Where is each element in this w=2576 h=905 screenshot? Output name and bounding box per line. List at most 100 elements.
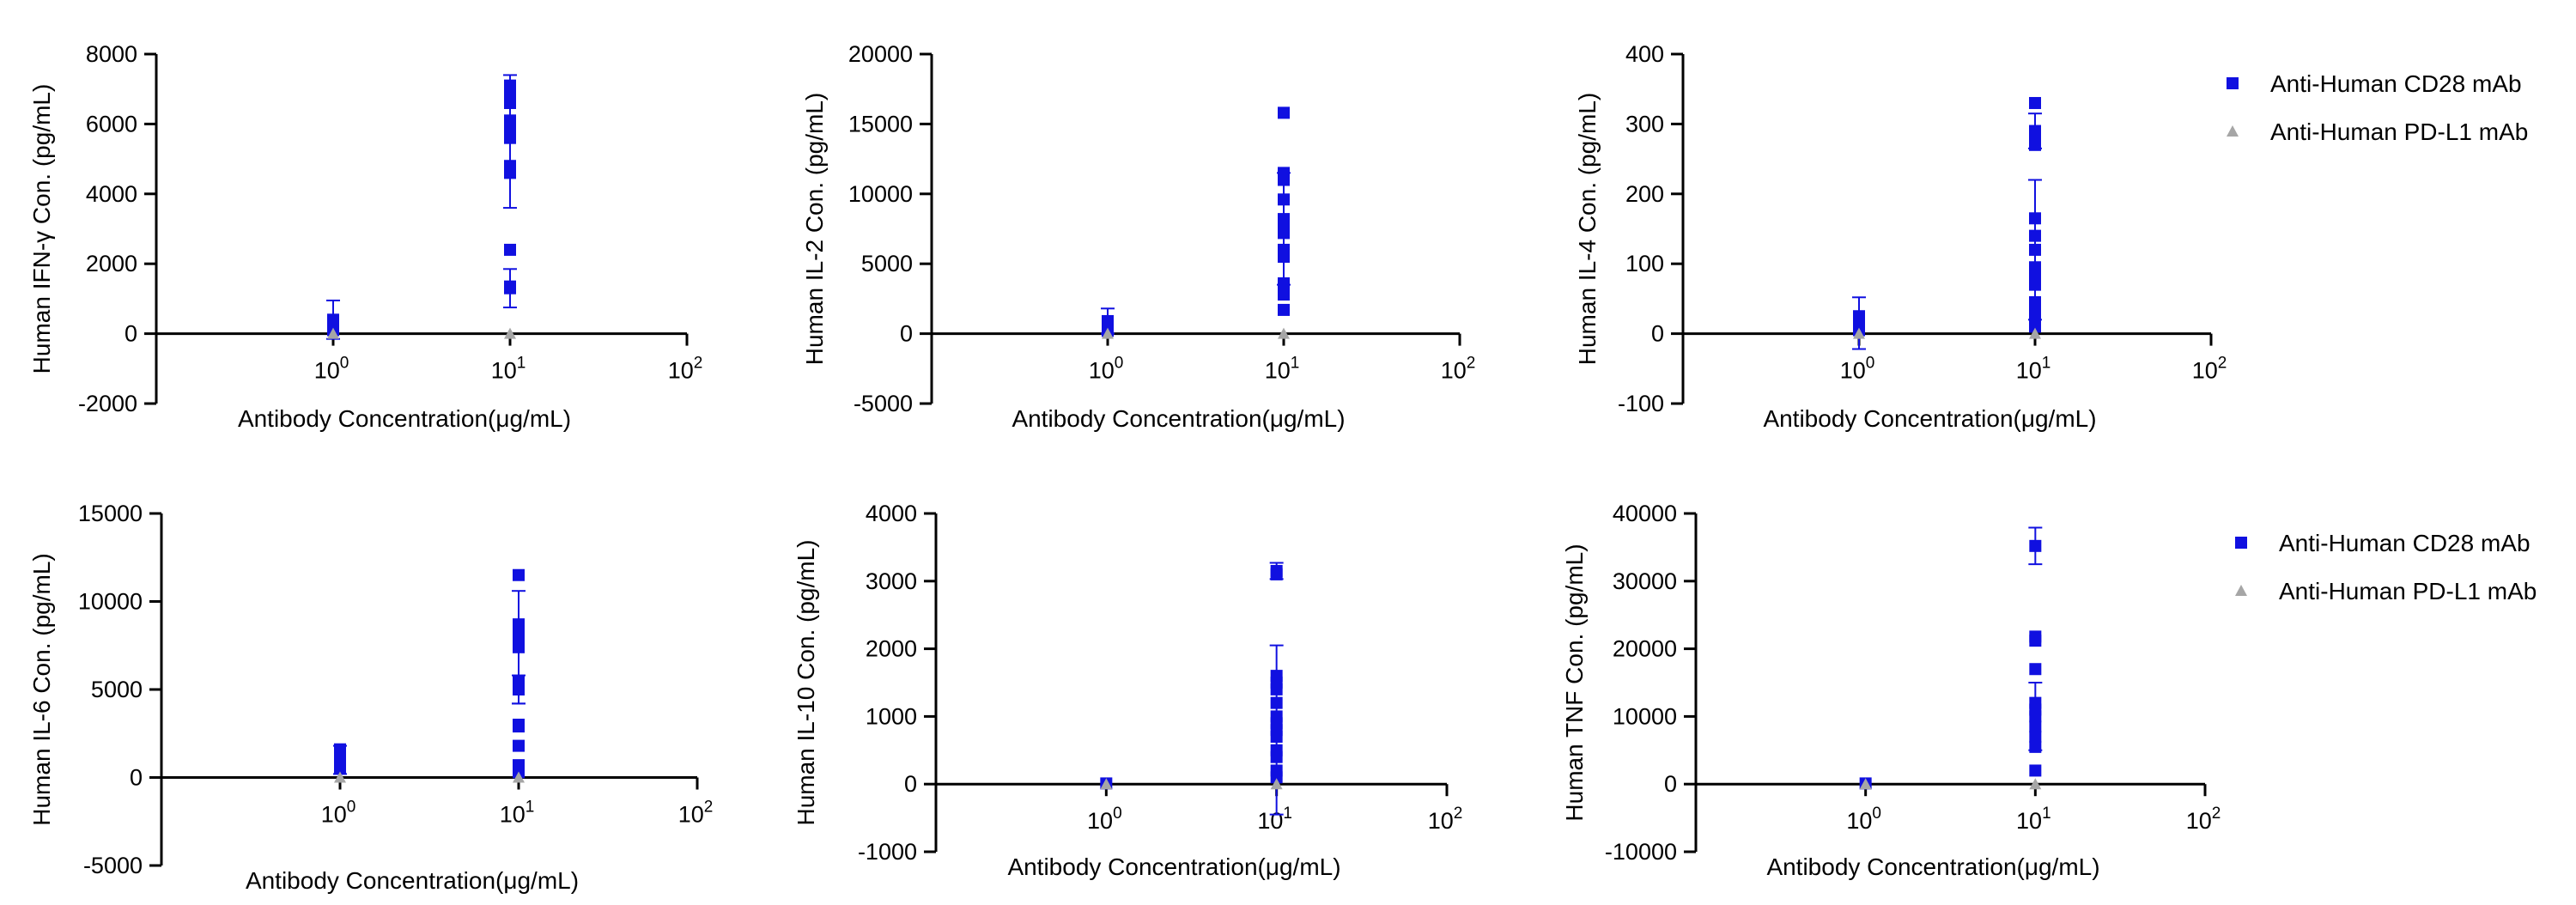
x-axis-label: Antibody Concentration(μg/mL) xyxy=(238,405,571,432)
x-tick-label: 102 xyxy=(1441,355,1476,384)
x-tick-label: 102 xyxy=(2192,355,2227,384)
data-point-cd28 xyxy=(2029,764,2042,777)
data-point-cd28 xyxy=(1270,750,1283,763)
y-tick-label: 5000 xyxy=(91,677,143,702)
legend-2: Anti-Human CD28 mAb Anti-Human PD-L1 mAb xyxy=(2235,530,2537,604)
y-tick-label: 4000 xyxy=(86,181,137,207)
legend-marker-pdl1 xyxy=(2227,125,2239,137)
y-tick-label: 2000 xyxy=(866,636,917,662)
data-point-cd28 xyxy=(2029,720,2042,733)
x-tick-label: 101 xyxy=(491,355,526,384)
y-axis-label: Human IFN-γ Con. (pg/mL) xyxy=(28,84,55,374)
x-axis-label: Antibody Concentration(μg/mL) xyxy=(1007,853,1340,880)
y-tick-label: 10000 xyxy=(78,589,143,615)
data-point-pdl1 xyxy=(2029,327,2041,339)
data-point-cd28 xyxy=(2029,710,2042,723)
legend-marker-cd28 xyxy=(2227,77,2239,89)
x-tick-label: 100 xyxy=(321,799,356,828)
data-point-cd28 xyxy=(2029,663,2042,676)
y-axis-label: Human IL-10 Con. (pg/mL) xyxy=(793,539,819,825)
y-axis-label: Human IL-4 Con. (pg/mL) xyxy=(1574,93,1601,365)
x-tick-label: 100 xyxy=(1087,805,1122,834)
data-point-pdl1 xyxy=(1100,778,1113,790)
legend-label: Anti-Human PD-L1 mAb xyxy=(2270,118,2528,145)
legend-marker-pdl1 xyxy=(2235,585,2247,596)
x-tick-label: 101 xyxy=(500,799,535,828)
x-axis-label: Antibody Concentration(μg/mL) xyxy=(1766,853,2099,880)
x-tick-label: 101 xyxy=(2016,805,2051,834)
x-tick-exponent: 1 xyxy=(2042,805,2051,823)
data-point-cd28 xyxy=(2029,320,2041,333)
data-point-cd28 xyxy=(1270,683,1283,695)
data-point-cd28 xyxy=(2029,96,2041,109)
x-tick-label: 100 xyxy=(1846,805,1881,834)
y-tick-label: 100 xyxy=(1625,251,1664,276)
data-point-cd28 xyxy=(1278,303,1290,316)
data-point-cd28 xyxy=(504,282,516,295)
data-point-cd28 xyxy=(513,683,525,695)
x-tick-label: 101 xyxy=(2016,355,2051,384)
x-tick-exponent: 2 xyxy=(694,355,703,373)
y-tick-label: 8000 xyxy=(86,41,137,67)
y-tick-label: 0 xyxy=(900,321,913,347)
data-point-cd28 xyxy=(334,754,346,766)
data-point-cd28 xyxy=(1278,173,1290,186)
x-tick-exponent: 2 xyxy=(2218,355,2227,373)
data-point-cd28 xyxy=(2029,635,2042,647)
data-point-cd28 xyxy=(2029,303,2041,316)
y-axis-label: Human IL-2 Con. (pg/mL) xyxy=(801,93,828,365)
data-point-cd28 xyxy=(2029,138,2041,151)
x-tick-exponent: 2 xyxy=(704,799,714,817)
data-point-cd28 xyxy=(1278,276,1290,289)
y-tick-label: 30000 xyxy=(1613,568,1677,594)
x-tick-exponent: 0 xyxy=(1115,355,1124,373)
legend-marker-cd28 xyxy=(2235,537,2247,549)
data-point-cd28 xyxy=(513,739,525,752)
data-point-cd28 xyxy=(334,743,346,756)
data-point-cd28 xyxy=(1270,771,1283,784)
legend-1: Anti-Human CD28 mAb Anti-Human PD-L1 mAb xyxy=(2227,70,2528,145)
data-point-cd28 xyxy=(2029,731,2042,744)
x-tick-exponent: 1 xyxy=(517,355,526,373)
data-point-cd28 xyxy=(513,568,525,581)
y-tick-label: 5000 xyxy=(861,251,913,276)
data-point-cd28 xyxy=(2029,229,2041,242)
data-point-cd28 xyxy=(1270,731,1283,744)
data-point-cd28 xyxy=(2029,212,2041,225)
data-point-cd28 xyxy=(504,167,516,179)
y-tick-label: 0 xyxy=(904,771,917,797)
y-tick-label: 300 xyxy=(1625,111,1664,137)
x-tick-label: 101 xyxy=(1265,355,1300,384)
y-tick-label: 10000 xyxy=(1613,703,1677,729)
y-tick-label: 6000 xyxy=(86,111,137,137)
x-tick-exponent: 2 xyxy=(2212,805,2221,823)
x-tick-exponent: 1 xyxy=(526,799,535,817)
data-point-cd28 xyxy=(1270,568,1283,580)
x-tick-exponent: 0 xyxy=(1866,355,1875,373)
data-point-pdl1 xyxy=(334,771,346,783)
data-point-cd28 xyxy=(504,121,516,134)
x-tick-exponent: 0 xyxy=(347,799,356,817)
y-tick-label: 400 xyxy=(1625,41,1664,67)
y-tick-label: -5000 xyxy=(854,391,913,416)
data-point-pdl1 xyxy=(1853,327,1865,339)
y-tick-label: 200 xyxy=(1625,181,1664,207)
data-point-cd28 xyxy=(1853,310,1865,323)
x-tick-label: 102 xyxy=(1428,805,1463,834)
data-point-pdl1 xyxy=(1102,327,1114,339)
x-tick-exponent: 0 xyxy=(1872,805,1881,823)
x-tick-label: 100 xyxy=(1089,355,1124,384)
data-point-cd28 xyxy=(327,313,339,326)
data-point-cd28 xyxy=(2029,243,2041,256)
legend-label: Anti-Human PD-L1 mAb xyxy=(2279,578,2537,604)
x-tick-label: 100 xyxy=(314,355,349,384)
y-tick-label: 20000 xyxy=(1613,636,1677,662)
x-tick-label: 100 xyxy=(1840,355,1875,384)
x-axis-label: Antibody Concentration(μg/mL) xyxy=(1763,405,2096,432)
data-point-cd28 xyxy=(504,131,516,144)
